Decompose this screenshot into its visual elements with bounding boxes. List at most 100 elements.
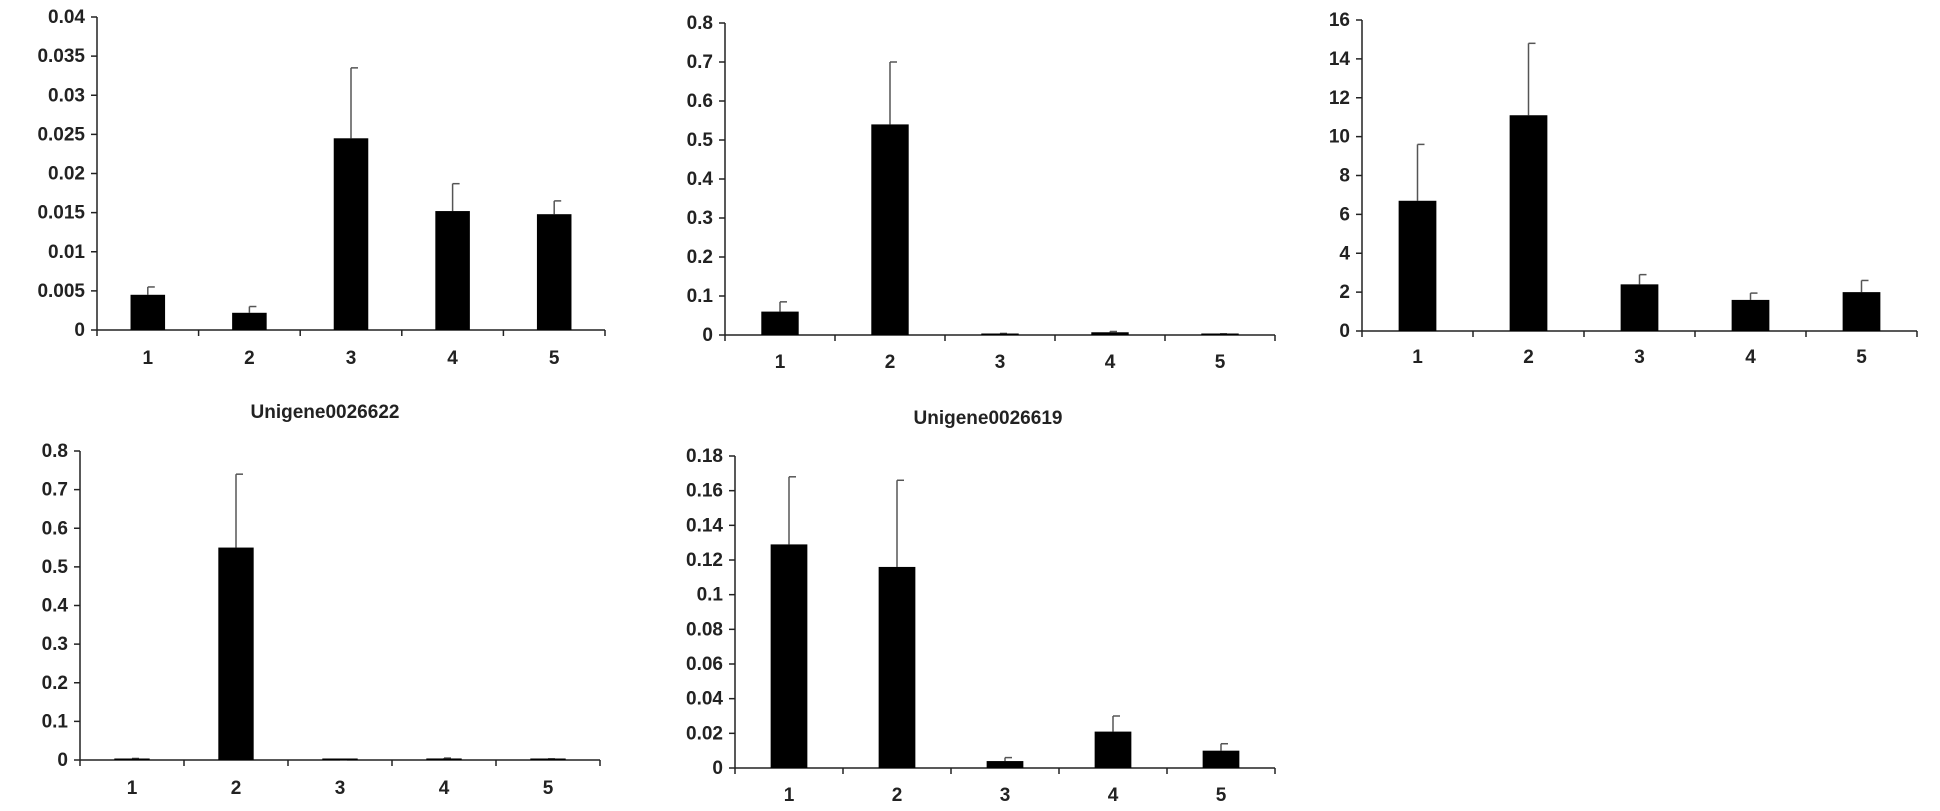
x-tick-label: 3 [346, 348, 357, 369]
y-tick-label: 0.8 [687, 13, 713, 34]
x-tick-label: 2 [1523, 347, 1534, 368]
bar-5 [1842, 292, 1881, 331]
x-tick-label: 1 [775, 352, 786, 373]
bar-4 [426, 758, 462, 760]
bar-1 [130, 294, 166, 330]
x-tick-label: 5 [1216, 785, 1227, 806]
y-tick-label: 4 [1339, 243, 1350, 264]
bar-3 [1620, 284, 1659, 331]
y-tick-label: 0.01 [48, 242, 85, 263]
y-tick-label: 0.04 [686, 689, 723, 710]
x-tick-label: 1 [1412, 347, 1423, 368]
x-tick-label: 5 [1215, 352, 1226, 373]
y-tick-label: 0.6 [687, 91, 713, 112]
y-tick-label: 0.2 [42, 673, 68, 694]
bar-5 [536, 214, 572, 330]
y-tick-label: 0.04 [48, 7, 85, 28]
y-tick-label: 0.1 [697, 585, 724, 606]
y-tick-label: 0.1 [42, 711, 69, 732]
bar-2 [232, 312, 267, 330]
chart-panel-1: 0 0.005 0.01 0.015 0.02 0.025 0.03 0.035 0.04 1 2 3… [37, 7, 606, 369]
bar-3 [322, 758, 358, 760]
y-tick-label: 0.03 [48, 85, 85, 106]
bar-1 [770, 544, 808, 768]
y-tick-label: 8 [1339, 166, 1350, 187]
x-tick-label: 4 [1105, 352, 1116, 373]
y-tick-label: 0 [57, 750, 68, 771]
x-tick-label: 3 [335, 778, 346, 799]
y-tick-label: 0.7 [42, 480, 68, 501]
chart-title: Unigene0026622 [251, 402, 400, 423]
y-tick-label: 0.16 [686, 481, 723, 502]
y-tick-label: 10 [1329, 127, 1350, 148]
x-tick-label: 2 [244, 348, 255, 369]
y-tick-label: 0.08 [686, 619, 723, 640]
y-tick-label: 0.12 [686, 550, 723, 571]
y-tick-label: 2 [1339, 282, 1350, 303]
y-tick-label: 12 [1329, 88, 1350, 109]
chart-panel-2: 0 0.1 0.2 0.3 0.4 0.5 0.6 0.7 0.8 1 2 3 4 5 [687, 13, 1276, 373]
y-tick-label: 0 [74, 320, 85, 341]
x-tick-label: 1 [127, 778, 138, 799]
x-tick-label: 5 [543, 778, 554, 799]
y-tick-label: 0.5 [687, 130, 714, 151]
bar-4 [1731, 299, 1770, 331]
bar-2 [1509, 115, 1548, 332]
bar-3 [986, 761, 1024, 768]
y-tick-label: 0.14 [686, 515, 723, 536]
y-tick-label: 0.025 [37, 124, 85, 145]
bar-1 [761, 311, 799, 335]
y-tick-label: 0.02 [48, 164, 85, 185]
x-tick-label: 2 [231, 778, 242, 799]
y-tick-label: 0 [712, 758, 723, 779]
x-tick-label: 5 [1856, 347, 1867, 368]
y-tick-label: 0.6 [42, 518, 68, 539]
y-tick-label: 0.005 [37, 281, 85, 302]
x-tick-label: 3 [1634, 347, 1645, 368]
bar-5 [1201, 333, 1239, 335]
y-tick-label: 14 [1329, 49, 1351, 70]
y-tick-label: 0.1 [687, 286, 714, 307]
y-tick-label: 0.5 [42, 557, 69, 578]
x-tick-label: 2 [885, 352, 896, 373]
y-tick-label: 0.7 [687, 52, 713, 73]
bar-4 [1091, 332, 1129, 335]
y-tick-label: 0.06 [686, 654, 723, 675]
chart-panel-4: Unigene0026622 0 0.1 0.2 0.3 0.4 0.5 0.6 0.7 0.8 1… [42, 402, 601, 799]
x-tick-label: 4 [1745, 347, 1756, 368]
x-tick-label: 1 [143, 348, 154, 369]
x-tick-label: 4 [447, 348, 458, 369]
bar-5 [530, 758, 566, 760]
bar-1 [1398, 200, 1437, 331]
y-tick-label: 16 [1329, 10, 1350, 31]
bar-3 [981, 333, 1019, 335]
bar-1 [114, 758, 150, 760]
y-tick-label: 0.4 [687, 169, 714, 190]
x-tick-label: 1 [784, 785, 795, 806]
y-tick-label: 0.015 [37, 203, 85, 224]
bar-4 [435, 211, 470, 330]
x-tick-label: 4 [439, 778, 450, 799]
bar-2 [871, 124, 909, 336]
x-tick-label: 5 [549, 348, 560, 369]
bar-2 [878, 566, 916, 768]
y-tick-label: 0.2 [687, 247, 713, 268]
y-tick-label: 0.035 [37, 46, 85, 67]
x-tick-label: 3 [1000, 785, 1011, 806]
y-tick-label: 0 [1339, 321, 1350, 342]
x-tick-label: 2 [892, 785, 903, 806]
y-tick-label: 0.8 [42, 441, 68, 462]
bar-2 [218, 547, 254, 760]
bar-3 [333, 138, 369, 330]
y-tick-label: 0.4 [42, 596, 69, 617]
y-tick-label: 0.18 [686, 446, 723, 467]
y-tick-label: 0 [702, 325, 713, 346]
x-tick-label: 4 [1108, 785, 1119, 806]
bar-5 [1202, 750, 1240, 768]
chart-title: Unigene0026619 [914, 408, 1063, 429]
y-tick-label: 0.02 [686, 723, 723, 744]
y-tick-label: 6 [1339, 204, 1350, 225]
y-tick-label: 0.3 [687, 208, 713, 229]
